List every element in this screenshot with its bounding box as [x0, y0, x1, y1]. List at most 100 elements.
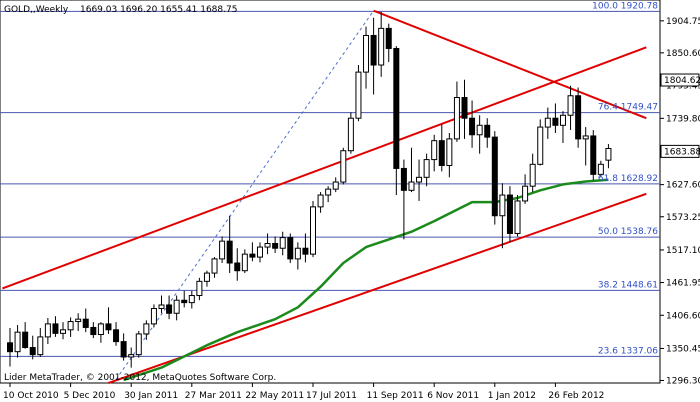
candle — [52, 316, 59, 337]
candle-body — [241, 253, 248, 272]
candle — [196, 277, 203, 301]
candle-body — [453, 97, 460, 140]
candle — [332, 177, 339, 193]
candle — [605, 144, 612, 169]
candle — [7, 328, 13, 367]
candle — [393, 46, 400, 196]
candle-body — [226, 240, 233, 264]
x-tick-label: 11 Sep 2011 — [367, 391, 424, 401]
candle — [97, 322, 104, 343]
candle-body — [105, 323, 112, 331]
candle — [544, 107, 551, 139]
candle-body — [75, 318, 82, 323]
candle — [135, 330, 142, 358]
copyright-text: Lider MetaTrader, © 2001-2012, MetaQuote… — [4, 373, 276, 383]
x-tick-label: 30 Jan 2011 — [124, 391, 178, 401]
y-tick-label: 1350.45 — [666, 344, 700, 354]
candle-body — [188, 295, 195, 304]
candle — [491, 131, 498, 225]
x-tick-label: 17 Jul 2011 — [306, 391, 357, 401]
marked-price-box: 1804.62 — [660, 73, 700, 87]
candle-body — [582, 135, 589, 140]
candle — [317, 192, 324, 213]
candle — [514, 195, 521, 237]
candle-body — [173, 299, 180, 314]
candle — [363, 26, 370, 89]
candle — [113, 322, 120, 346]
candle-body — [506, 194, 513, 234]
candle — [453, 81, 460, 142]
candle-body — [22, 331, 29, 349]
candle-body — [423, 159, 430, 178]
candle-body — [408, 181, 415, 191]
price-box-frame — [660, 73, 700, 87]
candle-body — [7, 342, 13, 353]
candle — [597, 160, 604, 178]
candle-body — [120, 341, 127, 358]
y-tick-label: 1296.30 — [666, 376, 700, 386]
x-tick-label: 1 Jan 2012 — [488, 391, 536, 401]
candle — [211, 257, 218, 278]
candle-body — [52, 323, 59, 334]
candle — [423, 153, 430, 187]
x-tick-label: 5 Dec 2010 — [64, 391, 116, 401]
price-box-label: 1683.88 — [664, 147, 700, 157]
candle — [522, 174, 529, 204]
x-tick-label: 26 Feb 2012 — [548, 391, 604, 401]
candle-body — [469, 117, 476, 136]
candle — [302, 233, 309, 263]
candle-body — [363, 34, 370, 73]
price-axis[interactable]: 1904.751850.601795.451739.801683.881627.… — [660, 17, 700, 387]
candle — [264, 233, 271, 255]
candle — [158, 295, 165, 314]
candle-body — [264, 243, 271, 248]
candle — [310, 200, 316, 258]
fibonacci-labels: 100.0 1920.78 76.4 1749.47 61.8 1628.92 50.… — [592, 1, 658, 356]
candle — [150, 304, 157, 328]
candle-body — [529, 163, 536, 187]
candle-body — [29, 347, 36, 356]
candle — [203, 270, 210, 287]
candle-body — [158, 304, 165, 310]
candle — [408, 147, 415, 193]
candle-body — [234, 262, 241, 272]
trendline-upper-channel — [2, 46, 647, 290]
y-tick-label: 1461.95 — [666, 279, 700, 289]
fib-label-100.0: 100.0 1920.78 — [592, 1, 658, 11]
candle — [552, 103, 559, 133]
candle — [506, 186, 513, 243]
candle-body — [14, 331, 21, 353]
candle — [181, 290, 188, 308]
time-axis[interactable]: 10 Oct 2010 5 Dec 2010 30 Jan 2011 27 Mar 2… — [3, 383, 604, 401]
candle-body — [605, 148, 612, 161]
candle-body — [256, 246, 263, 258]
fibonacci-levels — [0, 10, 660, 357]
candle — [347, 112, 354, 154]
fib-label-76.4: 76.4 1749.47 — [598, 103, 658, 113]
candle-body — [597, 163, 604, 175]
candle-body — [82, 318, 89, 328]
candle-body — [393, 47, 400, 169]
candle-body — [544, 117, 551, 128]
current-price-box: 1683.88 — [660, 144, 700, 158]
candle-body — [347, 117, 354, 152]
candle — [105, 307, 112, 334]
candle — [90, 322, 97, 339]
x-tick-label: 22 May 2011 — [245, 391, 304, 401]
candle — [378, 11, 385, 77]
candle-body — [317, 194, 324, 208]
candle-body — [552, 117, 559, 126]
candle — [37, 328, 44, 357]
candle — [537, 119, 544, 166]
candle-body — [340, 150, 347, 183]
candle — [370, 17, 377, 95]
candle-body — [219, 240, 226, 260]
candle-body — [67, 321, 74, 331]
candle-body — [128, 354, 135, 358]
candle-body — [332, 181, 339, 190]
candle — [29, 335, 36, 360]
candle-body — [113, 329, 120, 343]
fibonacci-diagonal — [115, 10, 375, 380]
y-tick-label: 1904.75 — [666, 17, 700, 27]
